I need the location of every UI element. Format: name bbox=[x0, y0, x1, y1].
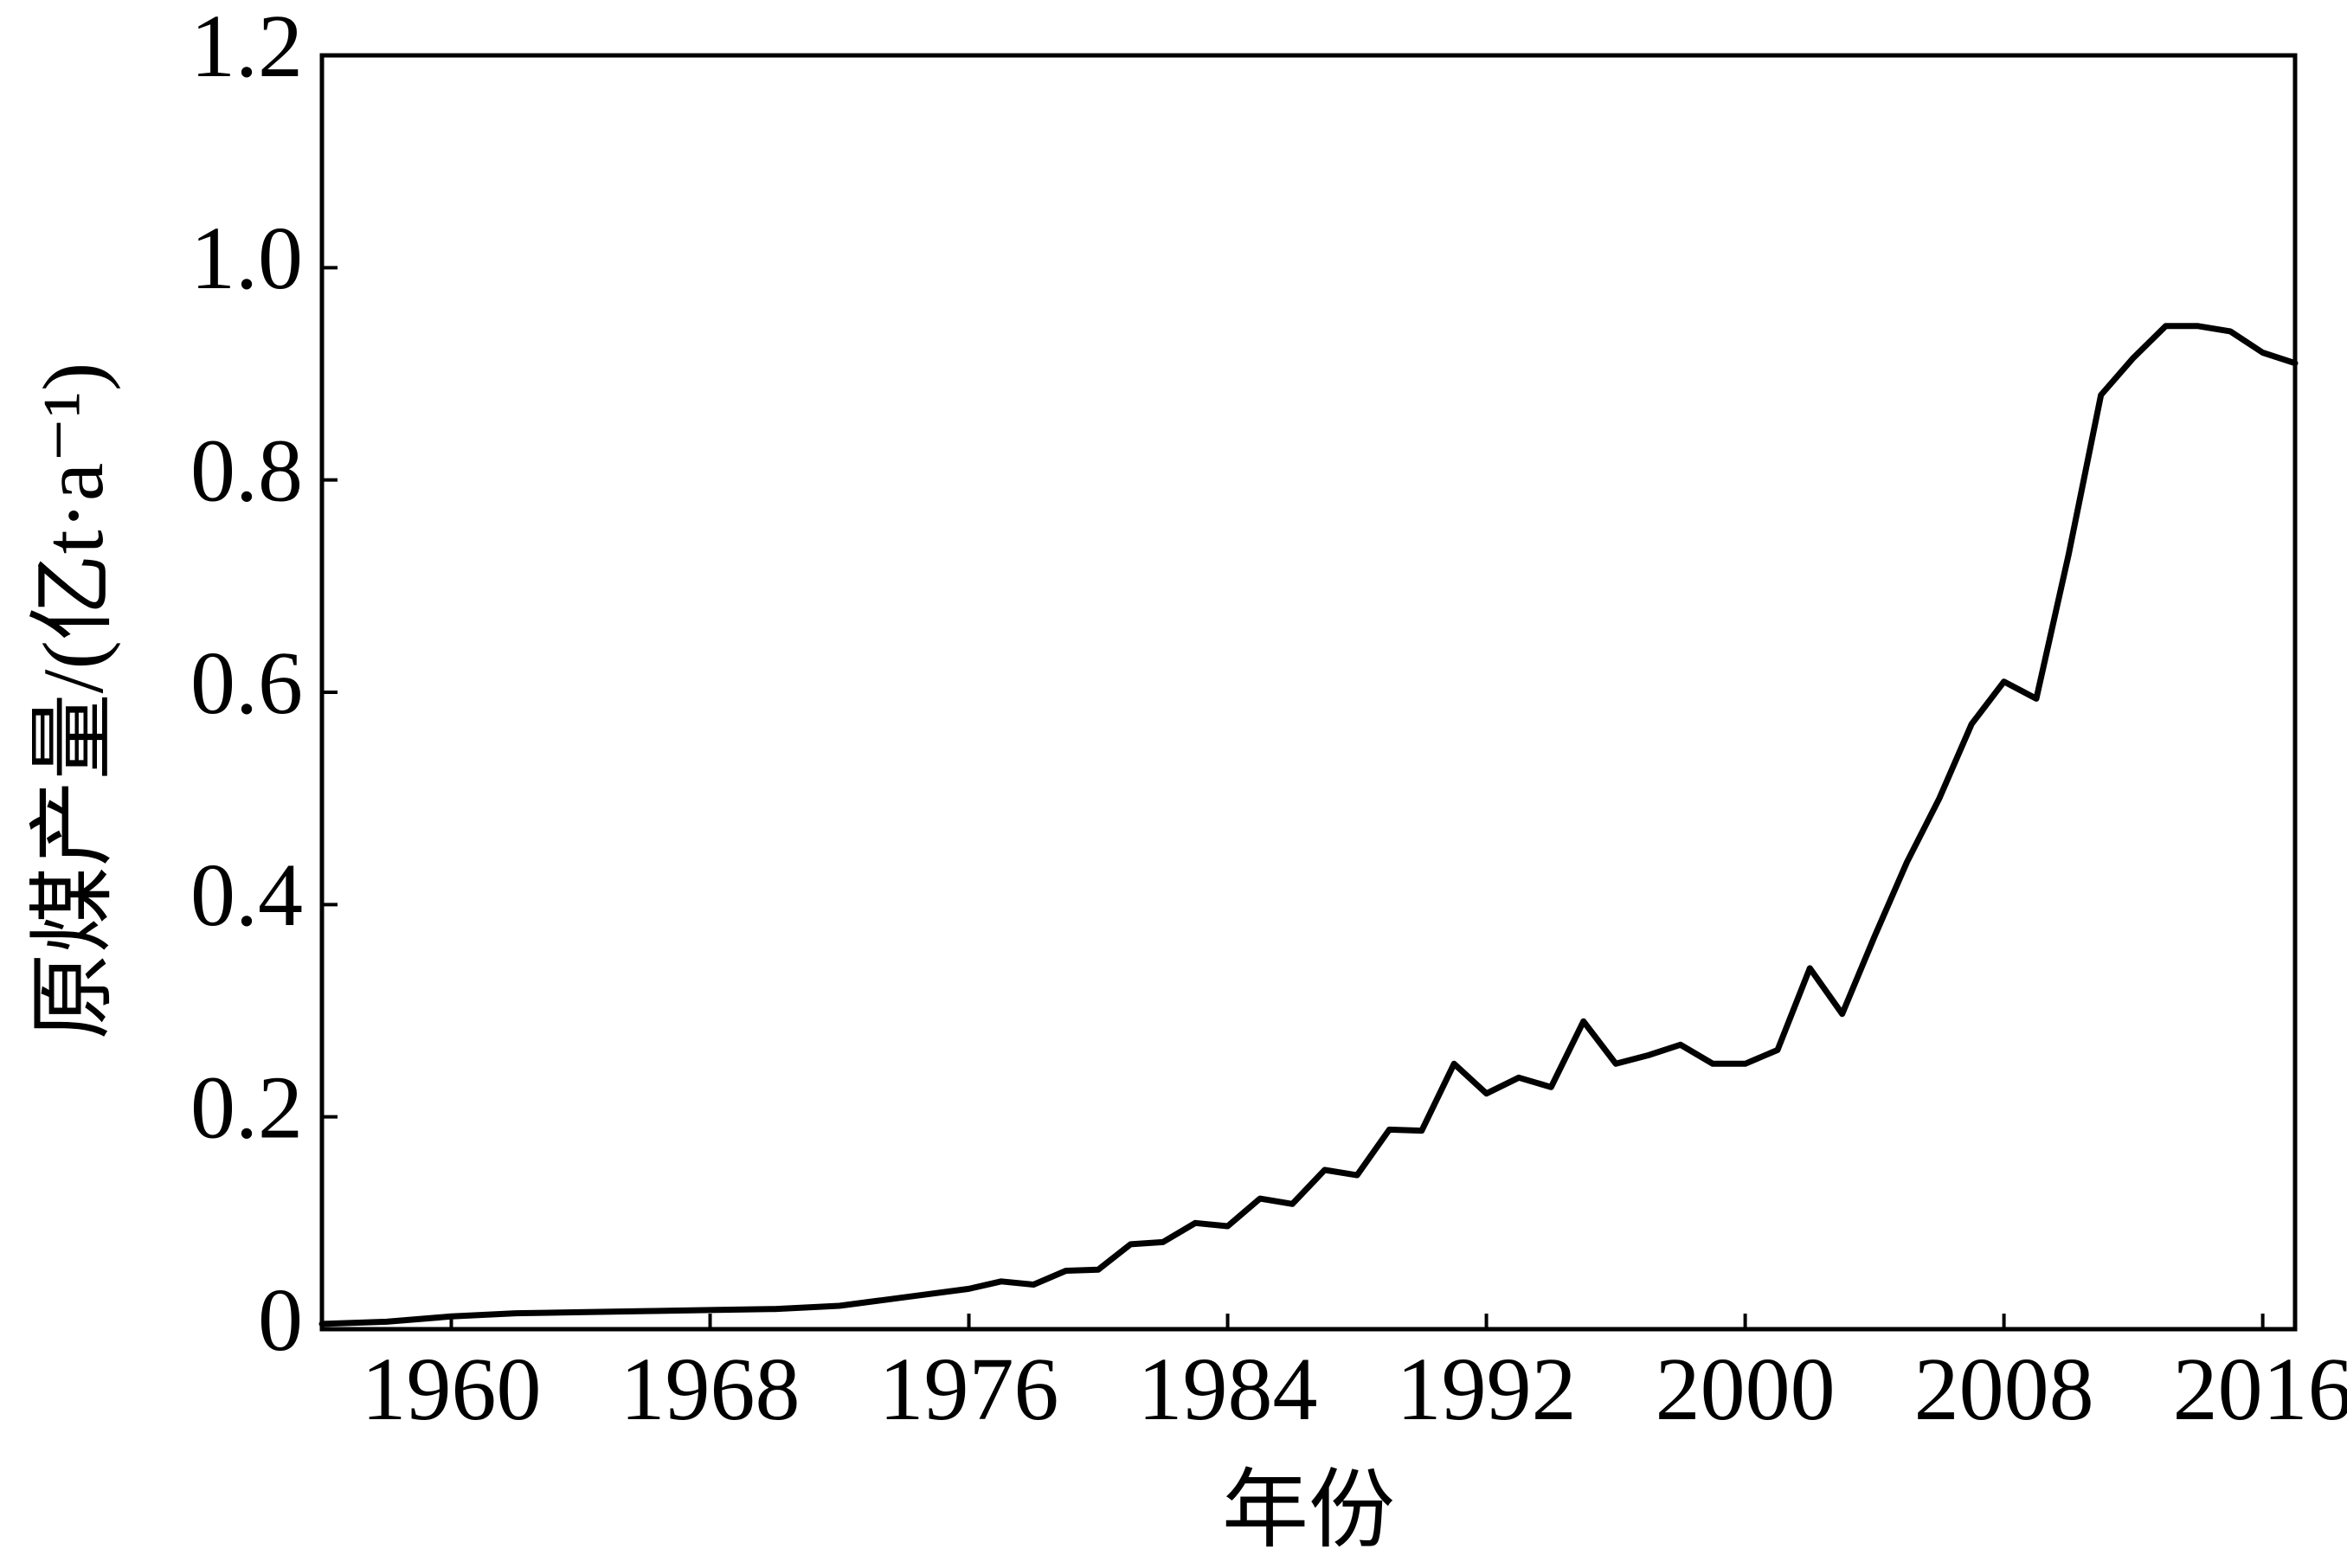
y-tick-label: 0.8 bbox=[190, 421, 303, 521]
x-tick-label: 2008 bbox=[1914, 1340, 2094, 1439]
y-tick-label: 0.2 bbox=[190, 1058, 303, 1158]
x-tick-label: 1984 bbox=[1138, 1340, 1318, 1439]
x-tick-label: 1968 bbox=[621, 1340, 801, 1439]
y-tick-label: 1.0 bbox=[190, 209, 303, 308]
x-tick-label: 2000 bbox=[1656, 1340, 1836, 1439]
x-axis-title: 年份 bbox=[1222, 1462, 1395, 1558]
y-tick-label: 0 bbox=[258, 1270, 303, 1370]
x-tick-label: 1992 bbox=[1397, 1340, 1577, 1439]
x-tick-label: 1976 bbox=[879, 1340, 1059, 1439]
data-line bbox=[318, 323, 2299, 1327]
y-tick-label: 0.4 bbox=[190, 845, 303, 945]
x-tick-label: 2016 bbox=[2173, 1340, 2347, 1439]
y-tick-label: 1.2 bbox=[190, 0, 303, 96]
y-tick-label: 0.6 bbox=[190, 633, 303, 733]
x-tick-label: 1960 bbox=[362, 1340, 542, 1439]
y-axis-title: 原煤产量/(亿t·a⁻¹) bbox=[25, 363, 121, 1040]
